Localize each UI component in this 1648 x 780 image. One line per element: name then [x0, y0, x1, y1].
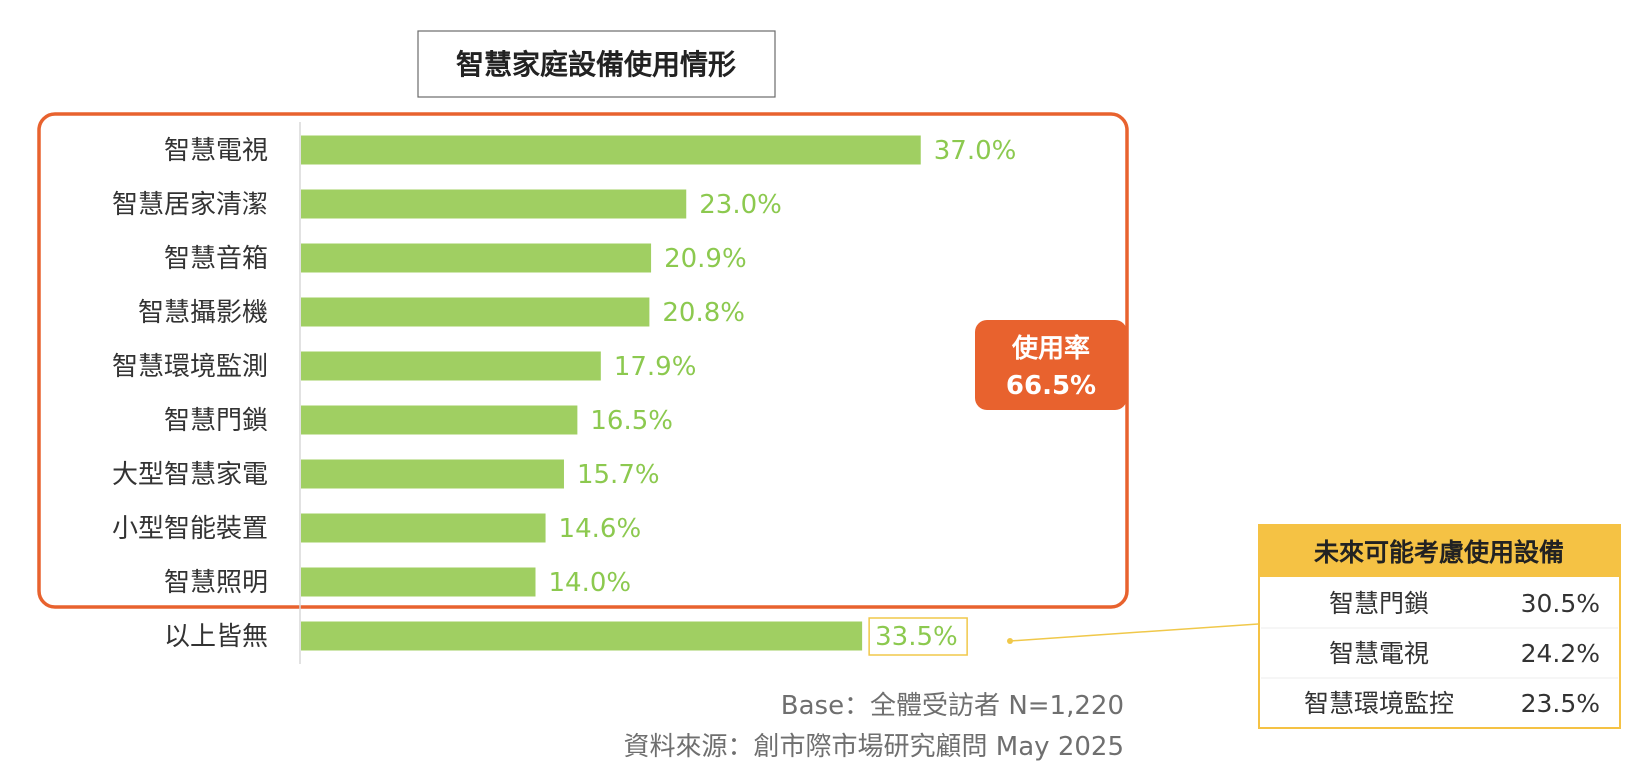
usage-rate-callout [975, 320, 1127, 410]
category-label: 智慧居家清潔 [112, 190, 268, 220]
footer-source: 資料來源：創市際市場研究顧問 May 2025 [624, 732, 1124, 762]
panel-item-name: 智慧門鎖 [1329, 589, 1429, 618]
future-panel-title: 未來可能考慮使用設備 [1314, 538, 1564, 567]
bar [301, 135, 921, 165]
category-label: 小型智能裝置 [112, 514, 268, 544]
value-label: 20.9% [664, 244, 747, 274]
panel-item-name: 智慧電視 [1329, 639, 1429, 668]
category-label: 大型智慧家電 [112, 460, 268, 490]
category-label: 智慧音箱 [164, 244, 268, 274]
chart-title-box [417, 30, 776, 98]
category-label: 以上皆無 [164, 622, 268, 652]
future-panel-header [1259, 525, 1620, 577]
value-label: 37.0% [934, 136, 1017, 166]
value-label: 14.6% [559, 514, 642, 544]
value-label: 14.0% [549, 568, 632, 598]
panel-item-value: 23.5% [1521, 689, 1600, 718]
panel-item-value: 30.5% [1521, 589, 1600, 618]
bar [301, 567, 536, 597]
value-label: 15.7% [577, 460, 660, 490]
usage-rate-label: 使用率 [1011, 333, 1090, 364]
value-label: 17.9% [614, 352, 697, 382]
bars-group: 智慧電視 37.0% 智慧居家清潔 23.0% 智慧音箱 20.9% 智慧攝影機 20.8% 智… [112, 135, 1017, 656]
panel-item-name: 智慧環境監控 [1304, 689, 1454, 718]
bar [301, 405, 578, 435]
usage-rate-value: 66.5% [1006, 371, 1096, 401]
footer-base: Base：全體受訪者 N=1,220 [781, 691, 1124, 721]
connector-dot [1007, 638, 1013, 644]
none-value-highlight-box [868, 617, 968, 656]
category-label: 智慧照明 [164, 568, 268, 598]
category-label: 智慧攝影機 [138, 298, 268, 328]
value-label: 33.5% [875, 622, 958, 652]
value-label: 20.8% [662, 298, 745, 328]
bar [301, 243, 652, 273]
chart-title: 智慧家庭設備使用情形 [456, 48, 736, 81]
connector-line [1009, 622, 1273, 642]
bar [301, 189, 687, 219]
bar [301, 621, 863, 651]
category-label: 智慧環境監測 [112, 352, 268, 382]
value-label: 23.0% [699, 190, 782, 220]
category-label: 智慧門鎖 [164, 406, 268, 436]
bar [301, 459, 564, 489]
panel-item-value: 24.2% [1521, 639, 1600, 668]
bar [301, 513, 546, 543]
bar [301, 297, 650, 327]
value-label: 16.5% [590, 406, 673, 436]
bar [301, 351, 601, 381]
category-label: 智慧電視 [164, 136, 268, 166]
